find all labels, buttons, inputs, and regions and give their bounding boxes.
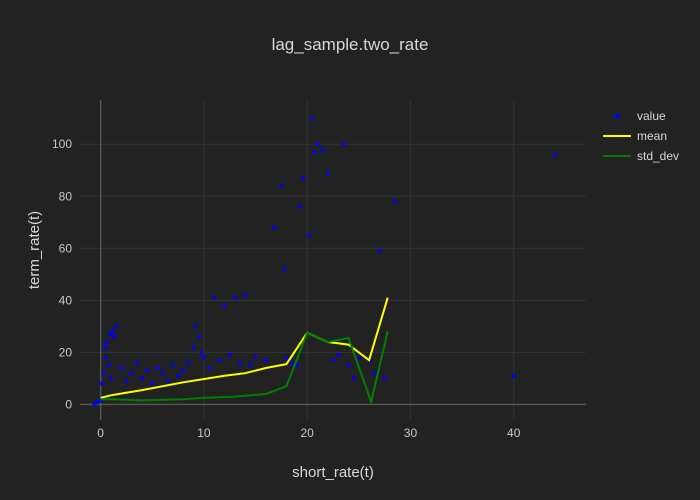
data-point [102, 344, 107, 350]
data-point [341, 142, 346, 147]
data-point [227, 352, 232, 358]
legend-label: std_dev [637, 149, 679, 163]
data-point [170, 363, 176, 368]
data-point [237, 360, 243, 365]
data-point [263, 357, 269, 363]
data-point [382, 376, 387, 381]
data-point [181, 368, 186, 373]
data-point [222, 303, 227, 308]
data-point [392, 199, 398, 204]
legend-label: mean [637, 129, 667, 143]
data-point [335, 352, 341, 358]
y-tick-label: 60 [59, 241, 73, 255]
y-axis-ticks: 0 20 40 60 80 100 [52, 137, 72, 411]
data-point [104, 339, 110, 345]
legend-marker [614, 113, 620, 119]
y-tick-label: 100 [52, 137, 72, 151]
data-point [134, 360, 139, 365]
chart-title: lag_sample.two_rate [272, 35, 429, 54]
y-tick-label: 0 [65, 397, 72, 411]
data-point [248, 363, 253, 368]
x-tick-label: 20 [301, 426, 315, 440]
data-point [175, 373, 181, 378]
data-point [356, 355, 362, 360]
legend: value mean std_dev [603, 109, 679, 163]
data-point [300, 175, 306, 181]
series-std-dev [100, 331, 389, 406]
data-point [108, 376, 114, 381]
data-point [330, 357, 336, 363]
data-point [99, 381, 104, 386]
x-tick-label: 0 [97, 426, 104, 440]
data-point [351, 376, 356, 381]
data-point [217, 357, 222, 363]
data-point [111, 334, 117, 339]
data-point [119, 365, 124, 371]
data-point [107, 331, 113, 337]
series-mean [100, 297, 389, 399]
data-point [552, 152, 558, 157]
data-point [196, 334, 201, 339]
data-point [150, 381, 155, 386]
data-point [297, 204, 303, 209]
data-point [243, 292, 248, 298]
data-point [307, 233, 312, 238]
data-point [312, 149, 317, 155]
data-point [232, 295, 238, 300]
data-point [193, 324, 198, 329]
x-tick-label: 30 [404, 426, 418, 440]
series-value [92, 116, 558, 407]
series-line [100, 297, 389, 399]
data-point [271, 225, 277, 230]
data-point [282, 266, 287, 272]
data-point [186, 360, 191, 365]
data-point [139, 376, 145, 381]
data-point [191, 344, 196, 350]
data-point [199, 350, 205, 355]
data-point [103, 355, 109, 360]
data-point [165, 378, 170, 384]
series-line [100, 331, 389, 406]
y-tick-label: 80 [59, 189, 73, 203]
data-point [155, 365, 160, 371]
legend-item-value[interactable]: value [614, 109, 667, 123]
data-point [110, 329, 116, 334]
y-axis-title: term_rate(t) [26, 211, 43, 289]
data-point [511, 373, 516, 378]
x-axis-ticks: 0 10 20 30 40 [97, 426, 520, 440]
data-point [315, 142, 320, 147]
data-point [212, 295, 217, 300]
data-point [372, 370, 377, 376]
data-point [106, 363, 112, 368]
data-point [284, 355, 289, 360]
legend-item-mean[interactable]: mean [603, 129, 667, 143]
data-point [201, 355, 207, 360]
data-point [377, 248, 382, 254]
data-point [346, 363, 351, 368]
x-tick-label: 40 [507, 426, 521, 440]
data-point [310, 116, 315, 121]
data-point [320, 147, 325, 152]
data-point [144, 368, 150, 373]
plot-area[interactable] [80, 100, 586, 420]
y-tick-label: 20 [59, 345, 73, 359]
data-point [253, 355, 258, 360]
data-point [113, 324, 119, 329]
legend-item-std-dev[interactable]: std_dev [603, 149, 679, 163]
x-axis-title: short_rate(t) [292, 464, 374, 481]
data-point [325, 170, 331, 176]
data-point [279, 183, 284, 189]
legend-label: value [637, 109, 666, 123]
data-point [101, 370, 106, 376]
x-tick-label: 10 [197, 426, 211, 440]
y-tick-label: 40 [59, 293, 73, 307]
data-point [129, 370, 134, 376]
data-point [124, 378, 129, 384]
data-point [160, 370, 165, 376]
data-point [206, 365, 212, 371]
data-point [289, 360, 294, 365]
